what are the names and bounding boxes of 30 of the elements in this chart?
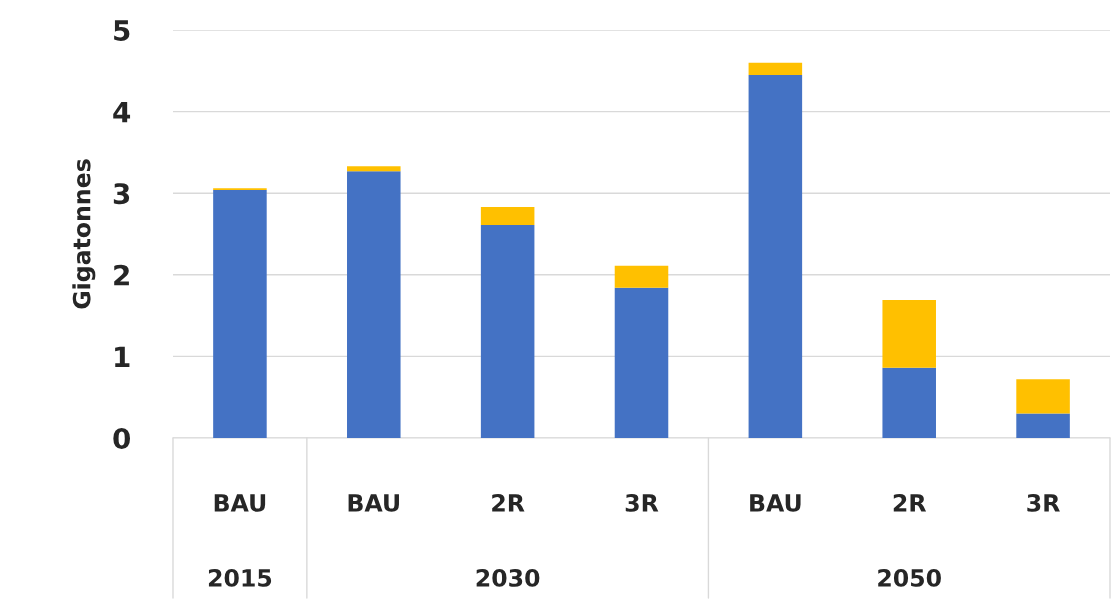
bar: [213, 189, 267, 438]
x-tick-label: 2R: [492, 493, 525, 512]
y-tick-label: 1: [115, 346, 130, 367]
bar: [480, 225, 535, 438]
bar: [480, 207, 535, 226]
bar: [347, 171, 401, 438]
text: 2015: [208, 568, 272, 587]
bar: [748, 62, 803, 75]
y-tick-label: 5: [114, 20, 130, 41]
x-tick-label: BAU: [750, 494, 801, 512]
x-tick-label: BAU: [214, 494, 266, 512]
text: 2050: [878, 568, 941, 587]
bar: [748, 74, 803, 438]
bar: [614, 265, 669, 288]
text: 2030: [476, 568, 540, 587]
bar: [882, 367, 936, 438]
bar: [614, 287, 669, 438]
bar: [347, 166, 401, 172]
bar: [1016, 379, 1070, 414]
bar: [882, 300, 936, 368]
y-tick-label: 2: [114, 264, 129, 286]
x-tick-label: 3R: [1027, 493, 1060, 512]
bar: [1016, 413, 1070, 438]
y-axis-title: Gigatonnes: [72, 159, 96, 309]
y-tick-label: 0: [113, 427, 131, 449]
y-tick-label: 4: [113, 101, 131, 123]
y-tick-label: 3: [113, 183, 130, 205]
x-tick-label: 3R: [625, 493, 659, 512]
x-tick-label: BAU: [348, 494, 399, 512]
x-tick-label: 2R: [893, 493, 927, 512]
